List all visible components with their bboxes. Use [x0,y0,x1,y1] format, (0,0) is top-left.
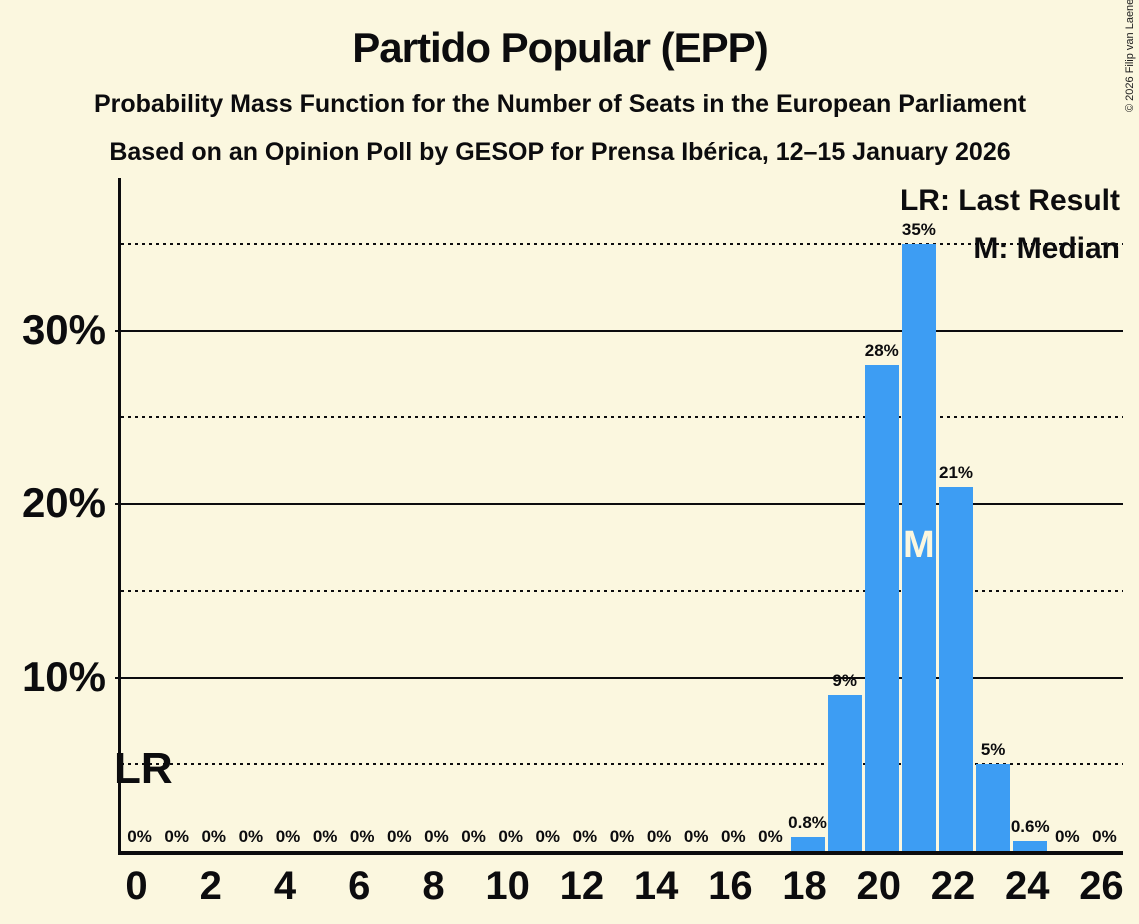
legend-last-result: LR: Last Result [899,184,1120,217]
x-tick-label-6: 6 [348,864,371,908]
x-tick-label-22: 22 [930,864,976,908]
legend-median: M: Median [973,232,1120,265]
bar-value-label-seat-17: 0% [758,827,783,846]
bar-value-label-seat-12: 0% [572,827,598,846]
x-tick-label-2: 2 [199,864,222,908]
bar-seat-23 [976,764,1011,851]
copyright-notice: © 2026 Filip van Laenen [1124,0,1136,112]
x-tick-label-4: 4 [273,864,297,908]
bar-seat-19 [827,694,862,851]
gridline-solid-20pct [115,503,1123,506]
bar-value-label-seat-15: 0% [683,827,709,846]
bar-value-label-seat-1: 0% [164,827,189,846]
bar-value-label-seat-3: 0% [238,827,264,846]
x-tick-label-14: 14 [633,864,679,908]
bar-value-label-seat-5: 0% [312,827,338,846]
y-tick-label-10pct: 10% [21,652,106,700]
x-tick-label-10: 10 [485,864,530,908]
gridline-dotted-35pct [121,242,1123,245]
bar-value-label-seat-9: 0% [461,827,486,846]
y-tick-label-30pct: 30% [21,305,106,353]
bar-value-label-seat-25: 0% [1055,827,1080,846]
bar-value-label-seat-16: 0% [721,827,746,846]
bar-value-label-seat-11: 0% [535,827,561,846]
gridline-solid-10pct [115,676,1123,679]
bar-value-label-seat-10: 0% [498,827,523,846]
bar-value-label-seat-22: 21% [938,462,974,482]
plot-area: LR 0% 0% 0% 0% 0% 0% 0% 0% 0% 0% 0% 0% 0% 0% 0% 0% 0% 0% 0… [114,178,1123,855]
x-tick-label-18: 18 [782,864,827,908]
bar-value-label-seat-14: 0% [646,827,672,846]
chart-title: Partido Popular (EPP) [352,24,768,71]
bar-value-label-seat-23: 5% [980,740,1006,760]
bar-seat-20 [864,365,899,851]
bar-value-label-seat-18: 0.8% [788,813,827,833]
bar-seat-24 [1013,840,1048,851]
x-tick-label-24: 24 [1004,864,1050,908]
last-result-label: LR [114,744,173,793]
x-tick-label-16: 16 [708,864,753,908]
gridline-solid-30pct [115,329,1123,332]
bar-seat-22 [939,486,973,851]
x-tick-label-8: 8 [422,864,445,908]
y-tick-label-20pct: 20% [21,479,106,527]
bar-seat-21 [901,243,936,851]
bar-value-label-seat-8: 0% [424,827,449,846]
bar-value-label-seat-24: 0.6% [1010,816,1050,836]
bar-seat-18 [790,837,825,851]
gridline-dotted-5pct [121,763,1123,766]
bar-value-label-seat-19: 9% [832,670,857,690]
bar-value-label-seat-7: 0% [387,827,412,846]
median-marker: M [903,524,935,567]
bar-value-label-seat-21: 35% [901,219,936,239]
bar-value-label-seat-2: 0% [201,827,227,846]
bar-value-label-seat-26: 0% [1092,827,1117,846]
x-tick-label-0: 0 [125,864,148,908]
bar-value-label-seat-6: 0% [349,827,375,846]
chart-source-subtitle: Based on an Opinion Poll by GESOP for Pr… [109,138,1011,166]
bar-value-label-seat-20: 28% [864,341,899,361]
gridline-dotted-25pct [121,416,1123,419]
x-tick-label-26: 26 [1079,864,1124,908]
x-tick-label-12: 12 [559,864,605,908]
bar-value-label-seat-0: 0% [127,827,152,846]
bar-value-label-seat-4: 0% [275,827,301,846]
x-tick-label-20: 20 [856,864,902,908]
chart-subtitle: Probability Mass Function for the Number… [93,90,1027,118]
bar-value-label-seat-13: 0% [609,827,635,846]
gridline-dotted-15pct [121,589,1123,592]
